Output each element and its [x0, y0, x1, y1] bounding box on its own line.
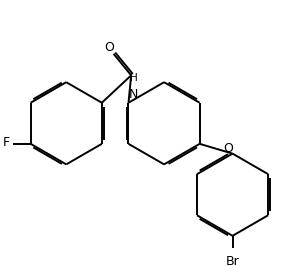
- Text: O: O: [223, 142, 233, 155]
- Text: Br: Br: [226, 255, 240, 266]
- Text: H: H: [130, 73, 138, 83]
- Text: N: N: [129, 88, 138, 101]
- Text: F: F: [3, 136, 10, 149]
- Text: O: O: [105, 41, 115, 55]
